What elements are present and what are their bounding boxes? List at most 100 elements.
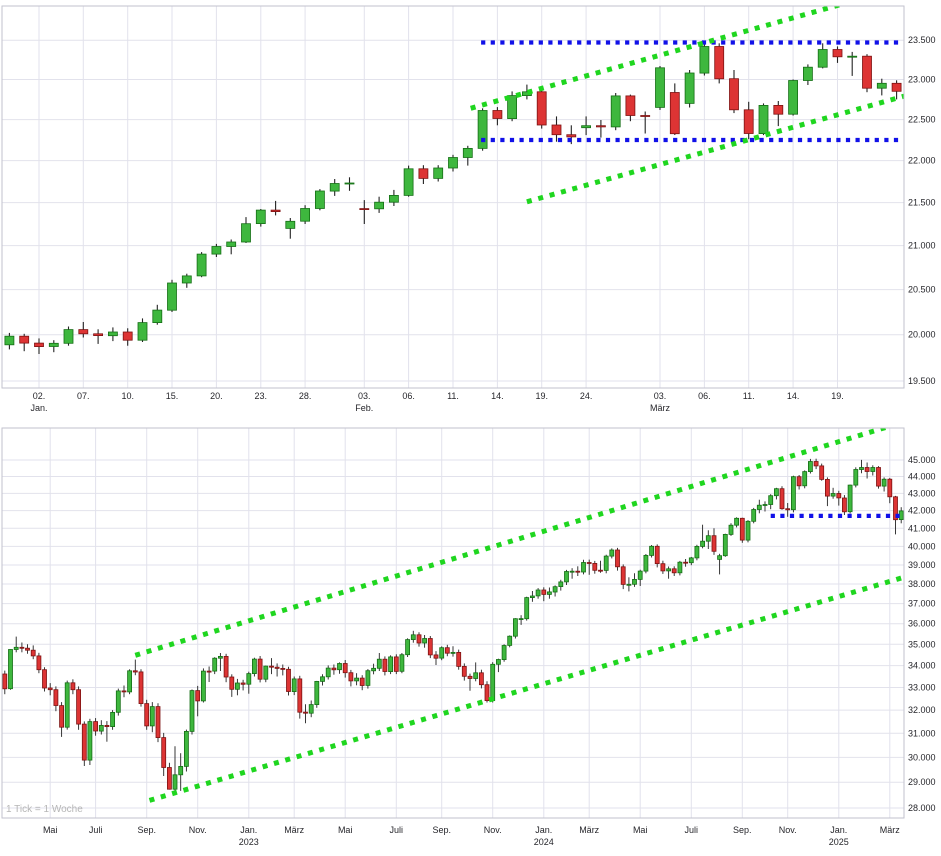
candle-up — [325, 667, 331, 678]
candle-up — [649, 545, 654, 556]
candle-down — [864, 467, 870, 472]
candle-down — [461, 665, 467, 677]
candle-up — [462, 147, 473, 158]
x-axis-period-label: 2024 — [534, 837, 554, 847]
candle-down — [76, 689, 81, 725]
candle-up — [48, 342, 59, 347]
candle-up — [200, 670, 206, 702]
candle-up — [666, 568, 671, 572]
x-axis-tick-label: 03. — [654, 391, 667, 401]
candle-up — [63, 329, 74, 344]
candle-up — [410, 634, 416, 641]
x-axis-period-label: Jan. — [30, 403, 47, 413]
candle-down — [620, 566, 626, 585]
candle-up — [98, 724, 104, 732]
y-axis-tick-label: 21.500 — [908, 198, 936, 208]
plot-border — [1, 5, 905, 389]
candle-down — [660, 563, 666, 572]
candle-up — [791, 476, 796, 511]
candle-down — [836, 493, 842, 499]
y-axis-tick-label: 41.000 — [908, 523, 936, 533]
candle-up — [694, 546, 700, 559]
y-axis-tick-label: 34.000 — [908, 661, 936, 671]
candle-down — [270, 209, 281, 213]
candle-up — [388, 656, 394, 672]
candle-down — [541, 589, 547, 595]
candle-up — [501, 645, 507, 661]
candle-up — [365, 670, 371, 686]
candles — [4, 42, 902, 354]
candle-up — [329, 183, 340, 192]
candle-down — [78, 329, 89, 335]
candle-up — [399, 654, 405, 672]
candle-down — [598, 569, 603, 572]
candle-down — [813, 461, 819, 467]
candle-up — [4, 335, 15, 346]
candle-up — [8, 649, 13, 690]
y-axis-tick-label: 31.000 — [908, 728, 936, 738]
x-axis-period-label: März — [650, 403, 670, 413]
candle-down — [240, 682, 246, 685]
candle-down — [359, 677, 365, 686]
candle-up — [172, 774, 178, 790]
candle-down — [484, 684, 490, 702]
candle-up — [263, 665, 269, 680]
candle-up — [344, 182, 355, 185]
candle-up — [745, 520, 751, 541]
x-axis-tick-label: Sep. — [733, 825, 752, 835]
candle-up — [717, 555, 722, 560]
candle-up — [251, 658, 257, 675]
x-axis-period-label: 2025 — [829, 837, 849, 847]
plot-border — [1, 427, 905, 819]
candle-down — [47, 687, 53, 691]
candle-up — [495, 659, 501, 665]
candle-up — [314, 680, 320, 705]
candle-up — [535, 589, 541, 597]
candle-down — [739, 517, 745, 541]
candle-down — [551, 124, 562, 136]
x-axis-tick-label: 07. — [77, 391, 90, 401]
x-axis-tick-label: 28. — [299, 391, 312, 401]
overlay-lines — [134, 428, 904, 803]
candle-up — [655, 67, 665, 108]
candle-down — [416, 634, 422, 644]
candle-up — [756, 504, 762, 510]
candle-up — [110, 711, 115, 727]
x-axis-tick-label: 03. — [358, 391, 371, 401]
candle-up — [684, 72, 695, 104]
y-axis-tick-label: 20.500 — [908, 285, 936, 295]
candle-up — [768, 495, 774, 505]
candle-up — [677, 561, 683, 574]
candle-down — [274, 666, 280, 669]
candle-down — [444, 647, 450, 654]
y-axis-tick-label: 40.000 — [908, 541, 936, 551]
gridlines — [2, 6, 904, 388]
candle-up — [569, 570, 575, 573]
y-axis-tick-label: 42.000 — [908, 506, 936, 516]
candle-down — [467, 675, 473, 679]
candle-up — [403, 168, 414, 196]
x-axis-tick-label: Jan. — [535, 825, 552, 835]
candle-up — [189, 690, 195, 732]
candle-down — [297, 678, 303, 713]
candle-down — [122, 331, 133, 341]
candle-down — [575, 570, 581, 573]
candle-up — [300, 208, 311, 222]
y-axis-tick-label: 30.000 — [908, 752, 936, 762]
candle-up — [285, 220, 296, 229]
candle-down — [269, 665, 274, 668]
x-axis-tick-label: 23. — [255, 391, 268, 401]
candle-down — [70, 682, 76, 691]
x-axis-tick-label: Juli — [390, 825, 404, 835]
candle-down — [876, 467, 881, 487]
candle-up — [881, 478, 887, 487]
candle-up — [626, 583, 632, 586]
candle-down — [427, 638, 433, 656]
candle-up — [211, 246, 222, 255]
candle-down — [30, 649, 36, 657]
candle-up — [448, 157, 458, 169]
y-axis-tick-label: 19.500 — [908, 376, 936, 386]
y-axis-tick-label: 23.500 — [908, 35, 936, 45]
candle-down — [144, 703, 150, 727]
candle-up — [241, 223, 251, 243]
